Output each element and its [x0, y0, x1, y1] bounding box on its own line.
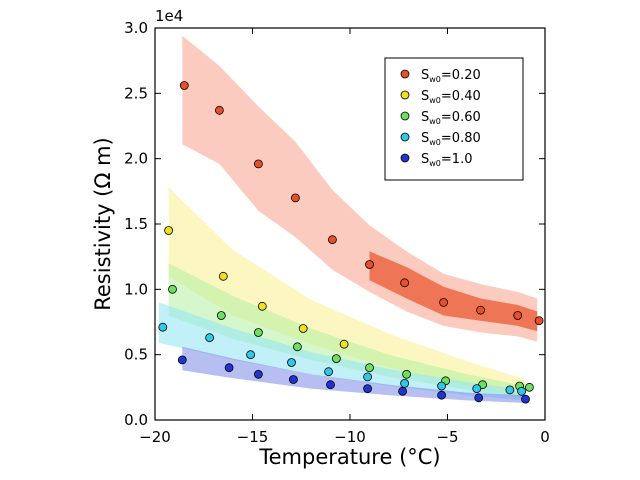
band-series-3 [158, 302, 526, 401]
legend-marker-4 [400, 153, 410, 163]
point-series-0-8 [476, 305, 486, 315]
point-series-0-2 [253, 159, 263, 169]
point-series-2-6 [402, 369, 412, 379]
point-series-3-2 [246, 350, 256, 360]
point-series-3-1 [205, 333, 215, 343]
legend-label-4: Sw0=1.0 [421, 152, 472, 168]
point-series-3-6 [400, 378, 410, 388]
point-series-1-0 [164, 226, 174, 235]
point-series-1-1 [218, 271, 228, 281]
point-series-2-0 [168, 284, 177, 294]
x-tick-label-0: −20 [139, 428, 171, 446]
point-series-0-1 [214, 105, 224, 115]
point-series-4-9 [521, 394, 530, 404]
band-series-4 [182, 346, 526, 403]
point-series-0-3 [290, 193, 300, 203]
legend-label-3: Sw0=0.80 [421, 131, 481, 147]
point-series-3-10 [517, 386, 526, 396]
y-tick-label-4: 2.0 [124, 150, 148, 168]
y-tick-label-6: 3.0 [124, 19, 148, 37]
point-series-0-9 [513, 311, 523, 320]
point-series-3-4 [324, 367, 334, 377]
point-series-4-7 [437, 390, 447, 400]
axis-ticks: −20 −15 −10 −5 0 0.0 0.5 1.0 1.5 2.0 2.5 3.0 [124, 19, 550, 446]
point-series-2-4 [331, 354, 341, 364]
point-series-4-5 [363, 384, 373, 394]
point-series-4-1 [224, 363, 234, 373]
x-axis-label: Temperature (°C) [258, 445, 440, 469]
x-tick-label-2: −10 [334, 428, 366, 446]
y-tick-label-5: 2.5 [124, 84, 148, 102]
point-series-2-2 [253, 328, 263, 337]
point-series-3-3 [287, 358, 296, 367]
legend-label-2: Sw0=0.60 [421, 110, 481, 126]
x-tick-label-3: −5 [436, 428, 458, 446]
point-series-4-0 [177, 355, 187, 365]
point-series-2-10 [525, 382, 534, 392]
legend: Sw0=0.20 Sw0=0.40 Sw0=0.60 Sw0=0.80 Sw0=1.0 [384, 57, 524, 181]
point-series-3-0 [158, 322, 168, 332]
x-tick-label-4: 0 [540, 428, 550, 446]
point-series-0-0 [179, 81, 189, 90]
point-series-2-1 [216, 311, 226, 320]
point-series-0-5 [365, 260, 374, 269]
inner-band-series-0 [369, 251, 538, 332]
data-points [158, 81, 544, 404]
point-series-4-6 [398, 386, 408, 396]
point-series-3-5 [363, 372, 373, 382]
y-tick-label-2: 1.0 [124, 280, 148, 298]
y-tick-label-3: 1.5 [124, 215, 148, 233]
x-tick-label-1: −15 [237, 428, 269, 446]
point-series-4-3 [288, 375, 298, 384]
point-series-3-9 [505, 385, 515, 395]
point-series-0-6 [400, 278, 410, 288]
point-series-4-2 [253, 369, 263, 379]
uncertainty-bands [158, 35, 538, 403]
point-series-2-3 [292, 342, 302, 352]
y-tick-label-0: 0.0 [124, 411, 148, 429]
point-series-1-2 [257, 301, 267, 311]
point-series-3-8 [472, 384, 482, 394]
legend-marker-3 [400, 132, 410, 142]
y-axis-label: Resistivity (Ω m) [91, 137, 115, 311]
point-series-0-4 [327, 235, 337, 245]
point-series-1-4 [339, 339, 349, 349]
legend-label-0: Sw0=0.20 [421, 68, 481, 84]
point-series-0-7 [439, 297, 449, 307]
legend-label-1: Sw0=0.40 [421, 89, 481, 105]
point-series-4-4 [326, 380, 335, 390]
point-series-0-10 [534, 316, 544, 326]
point-series-3-7 [437, 381, 447, 391]
legend-marker-1 [400, 90, 410, 100]
legend-marker-0 [400, 69, 410, 79]
point-series-1-3 [298, 324, 308, 333]
y-tick-label-1: 0.5 [124, 346, 148, 364]
legend-marker-2 [400, 111, 410, 121]
y-offset-text: 1e4 [155, 7, 183, 25]
point-series-2-5 [365, 363, 374, 373]
point-series-4-8 [474, 393, 484, 403]
band-series-1 [168, 187, 526, 398]
